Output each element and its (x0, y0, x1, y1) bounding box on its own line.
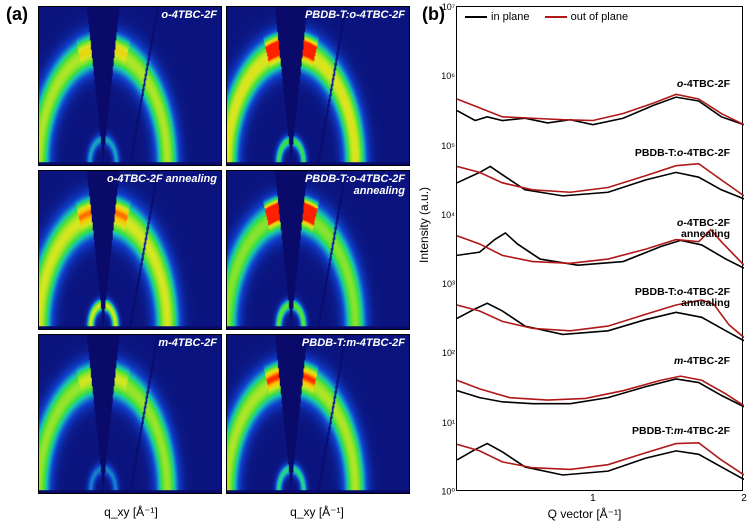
trace-label: o-4TBC-2F (677, 79, 730, 90)
y-axis-label: qz [Å⁻¹] (38, 230, 40, 270)
giwaxs-cell-a5: m-4TBC-2F0.01.02.0qz [Å⁻¹]0.0-1.0-2.0 (38, 334, 222, 494)
trace-label: m-4TBC-2F (674, 356, 730, 367)
figure: (a) o-4TBC-2F0.01.02.0qz [Å⁻¹]0.0-1.0-2.… (0, 0, 749, 525)
giwaxs-grid: o-4TBC-2F0.01.02.0qz [Å⁻¹]0.0-1.0-2.0PBD… (38, 6, 410, 494)
panel-b: (b) in plane out of plane 10⁰10¹10²10³10… (420, 0, 749, 525)
panel-b-frame: in plane out of plane 10⁰10¹10²10³10⁴10⁵… (456, 6, 743, 491)
giwaxs-cell-a1: o-4TBC-2F0.01.02.0qz [Å⁻¹]0.0-1.0-2.0 (38, 6, 222, 166)
giwaxs-cell-a4: PBDB-T:o-4TBC-2Fannealing0.0-1.0-2.0 (226, 170, 410, 330)
panel-a: (a) o-4TBC-2F0.01.02.0qz [Å⁻¹]0.0-1.0-2.… (0, 0, 420, 525)
trace-label: PBDB-T:o-4TBC-2F (635, 148, 730, 159)
xlabel-right: q_xy [Å⁻¹] (224, 505, 410, 519)
giwaxs-cell-a3: o-4TBC-2F annealing0.01.02.0qz [Å⁻¹]0.0-… (38, 170, 222, 330)
panel-a-tag: (a) (6, 4, 28, 25)
legend-swatch-out-plane (545, 16, 567, 18)
legend-item-in-plane: in plane (465, 11, 530, 23)
sample-label: o-4TBC-2F (161, 9, 217, 21)
y-axis-label: qz [Å⁻¹] (38, 66, 40, 106)
y-axis-label: qz [Å⁻¹] (38, 394, 40, 434)
x-axis-label: Q vector [Å⁻¹] (548, 507, 622, 521)
sample-label: PBDB-T:o-4TBC-2F (305, 9, 405, 21)
sample-label: PBDB-T:o-4TBC-2Fannealing (305, 173, 405, 197)
panel-b-tag: (b) (422, 4, 445, 25)
y-axis-label: Intensity (a.u.) (417, 186, 431, 262)
legend-swatch-in-plane (465, 16, 487, 18)
legend-item-out-plane: out of plane (545, 11, 629, 23)
sample-label: o-4TBC-2F annealing (107, 173, 217, 185)
trace-label: PBDB-T:o-4TBC-2Fannealing (635, 287, 730, 309)
legend: in plane out of plane (465, 11, 640, 23)
sample-label: PBDB-T:m-4TBC-2F (302, 337, 405, 349)
giwaxs-cell-a2: PBDB-T:o-4TBC-2F0.0-1.0-2.0 (226, 6, 410, 166)
sample-label: m-4TBC-2F (158, 337, 217, 349)
trace-label: PBDB-T:m-4TBC-2F (632, 426, 730, 437)
trace-label: o-4TBC-2Fannealing (677, 218, 730, 240)
giwaxs-cell-a6: PBDB-T:m-4TBC-2F0.0-1.0-2.0 (226, 334, 410, 494)
xlabel-left: q_xy [Å⁻¹] (38, 505, 224, 519)
